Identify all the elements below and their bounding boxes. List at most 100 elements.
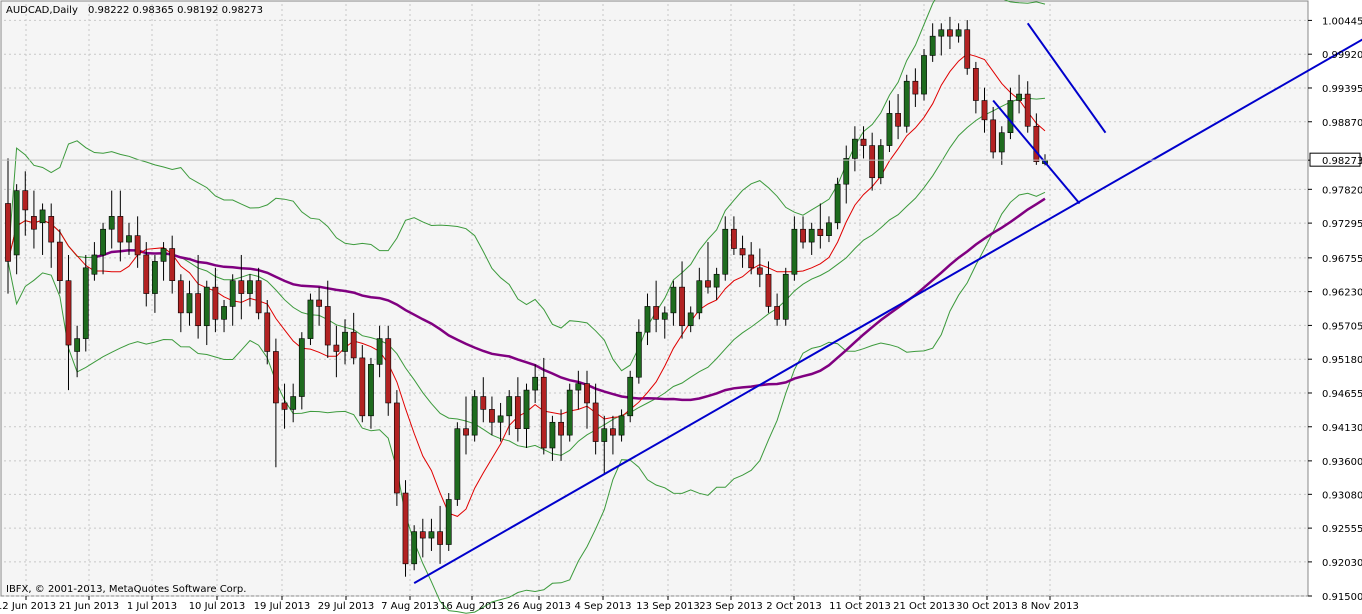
candle-body	[307, 299, 314, 339]
candle-body	[869, 145, 876, 179]
candle-body	[540, 376, 547, 449]
candle-body	[272, 351, 279, 404]
x-tick-label: 13 Sep 2013	[636, 601, 699, 612]
candle-body	[177, 280, 184, 314]
candle-body	[212, 286, 219, 320]
candle-body	[826, 222, 832, 236]
candle-body	[990, 119, 997, 153]
x-tick-label: 12 Jun 2013	[0, 601, 56, 612]
candle-body	[126, 235, 132, 243]
x-tick-label: 23 Sep 2013	[699, 601, 762, 612]
candle-body	[532, 376, 539, 391]
candle-body	[152, 261, 158, 294]
x-axis: 12 Jun 2013 21 Jun 2013 1 Jul 2013 10 Jul 2…	[0, 596, 1079, 612]
x-tick-label: 2 Oct 2013	[766, 601, 821, 612]
y-tick-label: 0.96755	[1322, 254, 1362, 265]
bollinger-lower-line	[7, 191, 1046, 614]
y-tick-label: 0.94130	[1322, 423, 1362, 434]
candle-body	[566, 389, 573, 436]
candle-body	[618, 415, 625, 436]
candle-body	[705, 280, 711, 288]
y-tick-label: 0.98870	[1322, 118, 1362, 129]
candle-body	[108, 216, 115, 230]
candle-body	[195, 293, 202, 327]
candle-body	[661, 312, 668, 320]
x-tick-label: 10 Jul 2013	[189, 601, 246, 612]
candle-body	[160, 248, 167, 262]
candle-body	[722, 228, 729, 275]
trendlines	[413, 22, 1362, 584]
x-tick-label: 8 Nov 2013	[1021, 601, 1079, 612]
x-tick-label: 16 Aug 2013	[440, 601, 504, 612]
candle-body	[912, 80, 919, 95]
candle-body	[471, 396, 478, 436]
candle-body	[756, 267, 763, 275]
x-tick-label: 26 Aug 2013	[507, 601, 571, 612]
candle-body	[255, 280, 262, 314]
x-tick-label: 30 Oct 2013	[956, 601, 1018, 612]
trendline	[1026, 22, 1107, 134]
candle-body	[592, 402, 599, 442]
candle-body	[428, 531, 435, 539]
plot-area	[0, 0, 1309, 597]
x-tick-label: 11 Oct 2013	[829, 601, 891, 612]
candle-body	[281, 402, 288, 410]
y-tick-label: 0.93080	[1322, 490, 1362, 501]
x-tick-label: 21 Jun 2013	[59, 601, 119, 612]
candle-body	[843, 158, 850, 185]
candle-body	[523, 389, 530, 429]
candle-body	[895, 113, 901, 127]
bollinger-upper-line	[7, 0, 1046, 372]
candle-body	[1033, 125, 1040, 162]
candle-body	[143, 254, 150, 294]
candle-body	[947, 29, 953, 37]
candle-body	[5, 203, 11, 262]
trendline	[992, 99, 1081, 205]
candle-body	[1016, 93, 1022, 101]
candle-body	[627, 376, 634, 417]
candle-body	[782, 273, 789, 320]
candle-body	[229, 280, 236, 307]
candle-body	[903, 80, 910, 127]
candle-body	[419, 531, 426, 539]
candle-body	[368, 364, 374, 417]
candle-body	[324, 306, 331, 346]
candle-body	[298, 338, 305, 397]
candle-body	[964, 29, 971, 69]
candle-body	[713, 273, 720, 288]
candle-body	[437, 531, 443, 545]
candle-body	[1007, 100, 1014, 133]
ma-slow-line	[94, 197, 1046, 402]
chart-title-symbol: AUDCAD,Daily	[6, 5, 78, 16]
candle-body	[791, 228, 798, 275]
candle-body	[610, 428, 616, 436]
candle-body	[808, 228, 815, 243]
candle-body	[350, 331, 357, 359]
candle-body	[333, 344, 340, 352]
trendline	[413, 38, 1362, 584]
candle-body	[480, 396, 487, 410]
candle-body	[860, 138, 867, 146]
candle-body	[221, 306, 227, 320]
candle-body	[601, 428, 608, 442]
x-tick-label: 1 Jul 2013	[127, 601, 177, 612]
candle-body	[955, 29, 962, 37]
y-tick-label: 0.95180	[1322, 355, 1362, 366]
candle-body	[238, 280, 245, 294]
candle-body	[886, 113, 893, 146]
y-tick-label: 1.00445	[1322, 16, 1362, 27]
candle-body	[264, 312, 271, 352]
candle-body	[454, 428, 461, 500]
copyright: IBFX, © 2001-2013, MetaQuotes Software C…	[6, 584, 246, 595]
candle-body	[549, 421, 556, 449]
x-tick-label: 21 Oct 2013	[893, 601, 955, 612]
candle-body	[696, 280, 703, 314]
y-tick-label: 0.99395	[1322, 84, 1362, 95]
candle-body	[506, 396, 513, 417]
candle-body	[359, 357, 366, 417]
candle-body	[687, 312, 694, 327]
candle-body	[998, 132, 1005, 153]
candle-body	[817, 228, 824, 236]
candle-body	[463, 428, 469, 436]
